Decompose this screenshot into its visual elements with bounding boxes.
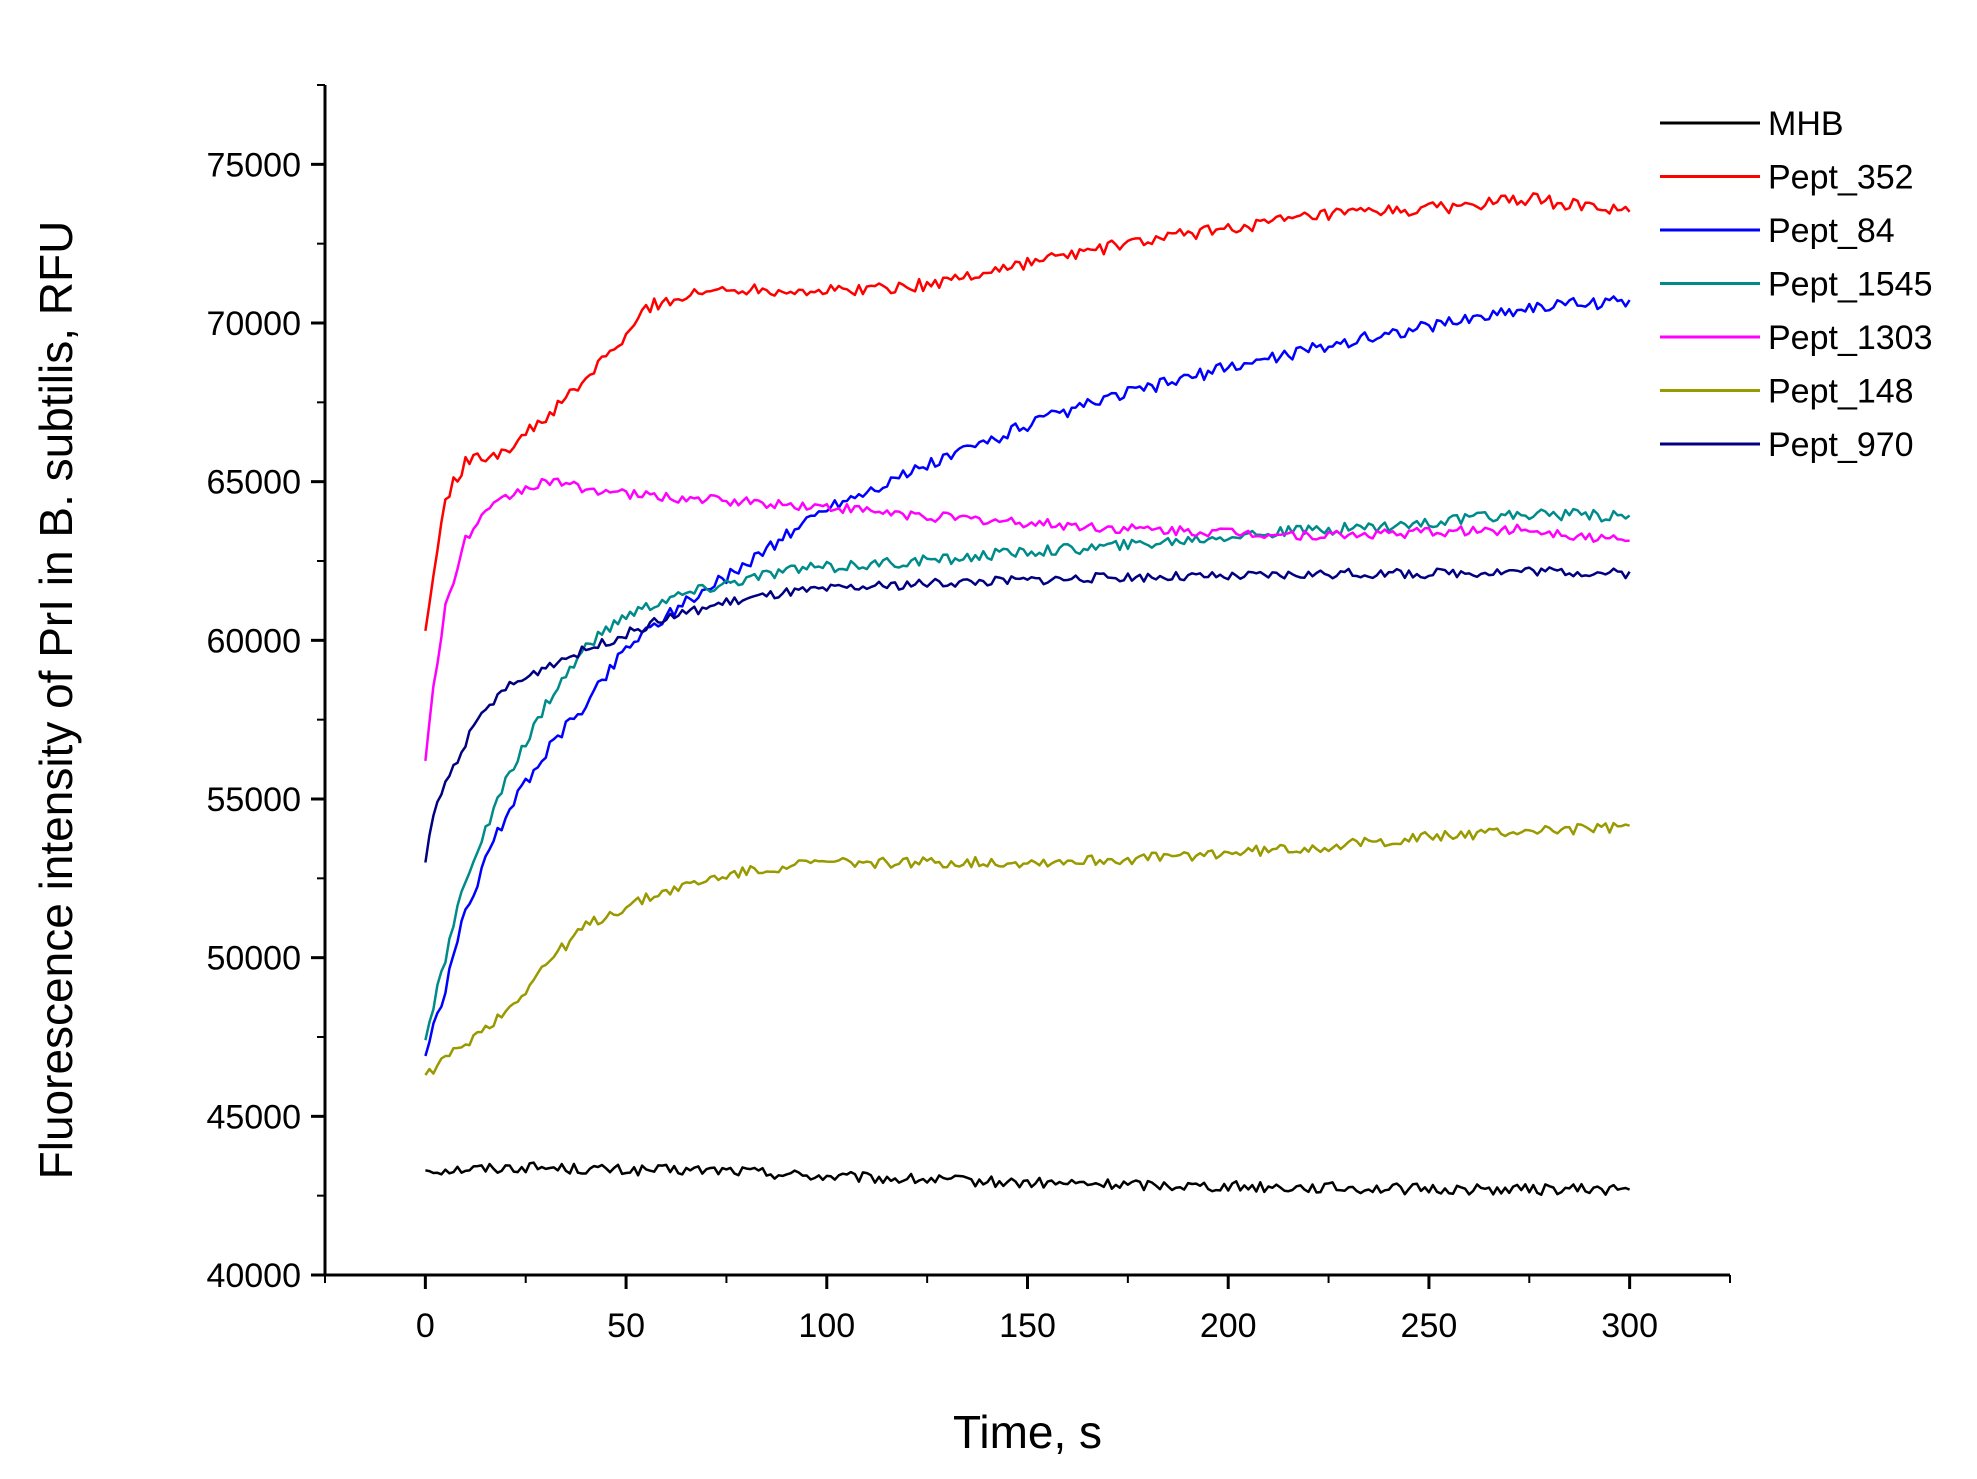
series-line-mhb: [425, 1161, 1631, 1196]
x-tick-label: 100: [798, 1307, 855, 1345]
legend-label: Pept_1545: [1768, 266, 1933, 304]
x-tick-label: 0: [416, 1307, 435, 1345]
y-tick-label: 40000: [206, 1257, 301, 1295]
legend-label: MHB: [1768, 105, 1844, 143]
legend-label: Pept_1303: [1768, 319, 1933, 357]
axes: [323, 85, 1730, 1277]
y-axis-title: Fluorescence intensity of PrI in B. subt…: [30, 221, 82, 1180]
y-tick-label: 50000: [206, 940, 301, 978]
x-tick-label: 150: [999, 1307, 1056, 1345]
series-line-pept-352: [424, 192, 1631, 631]
y-tick-label: 75000: [206, 146, 301, 184]
y-ticks: 40000 45000 50000 55000 60000 65000 70000 75000: [206, 84, 325, 1295]
series-line-pept-1303: [424, 477, 1630, 762]
legend-label: Pept_970: [1768, 426, 1914, 464]
series-line-pept-970: [424, 566, 1631, 863]
x-tick-label: 200: [1200, 1307, 1257, 1345]
x-tick-label: 300: [1601, 1307, 1658, 1345]
x-tick-label: 50: [607, 1307, 645, 1345]
y-tick-label: 55000: [206, 781, 301, 819]
legend-label: Pept_352: [1768, 159, 1914, 197]
x-ticks: 0 50 100 150 200 250 300: [324, 1275, 1731, 1345]
y-tick-label: 70000: [206, 305, 301, 343]
y-tick-label: 65000: [206, 464, 301, 502]
y-tick-label: 45000: [206, 1098, 301, 1136]
legend: MHB Pept_352 Pept_84 Pept_1545 Pept_1303 Pept…: [1660, 105, 1933, 464]
series-line-pept-148: [424, 821, 1630, 1076]
series-line-pept-84: [424, 295, 1631, 1057]
x-axis-title: Time, s: [953, 1406, 1102, 1458]
series-line-pept-1545: [424, 507, 1631, 1041]
x-tick-label: 250: [1401, 1307, 1458, 1345]
legend-label: Pept_84: [1768, 212, 1895, 250]
series-lines: [424, 192, 1631, 1196]
y-tick-label: 60000: [206, 622, 301, 660]
legend-label: Pept_148: [1768, 373, 1914, 411]
